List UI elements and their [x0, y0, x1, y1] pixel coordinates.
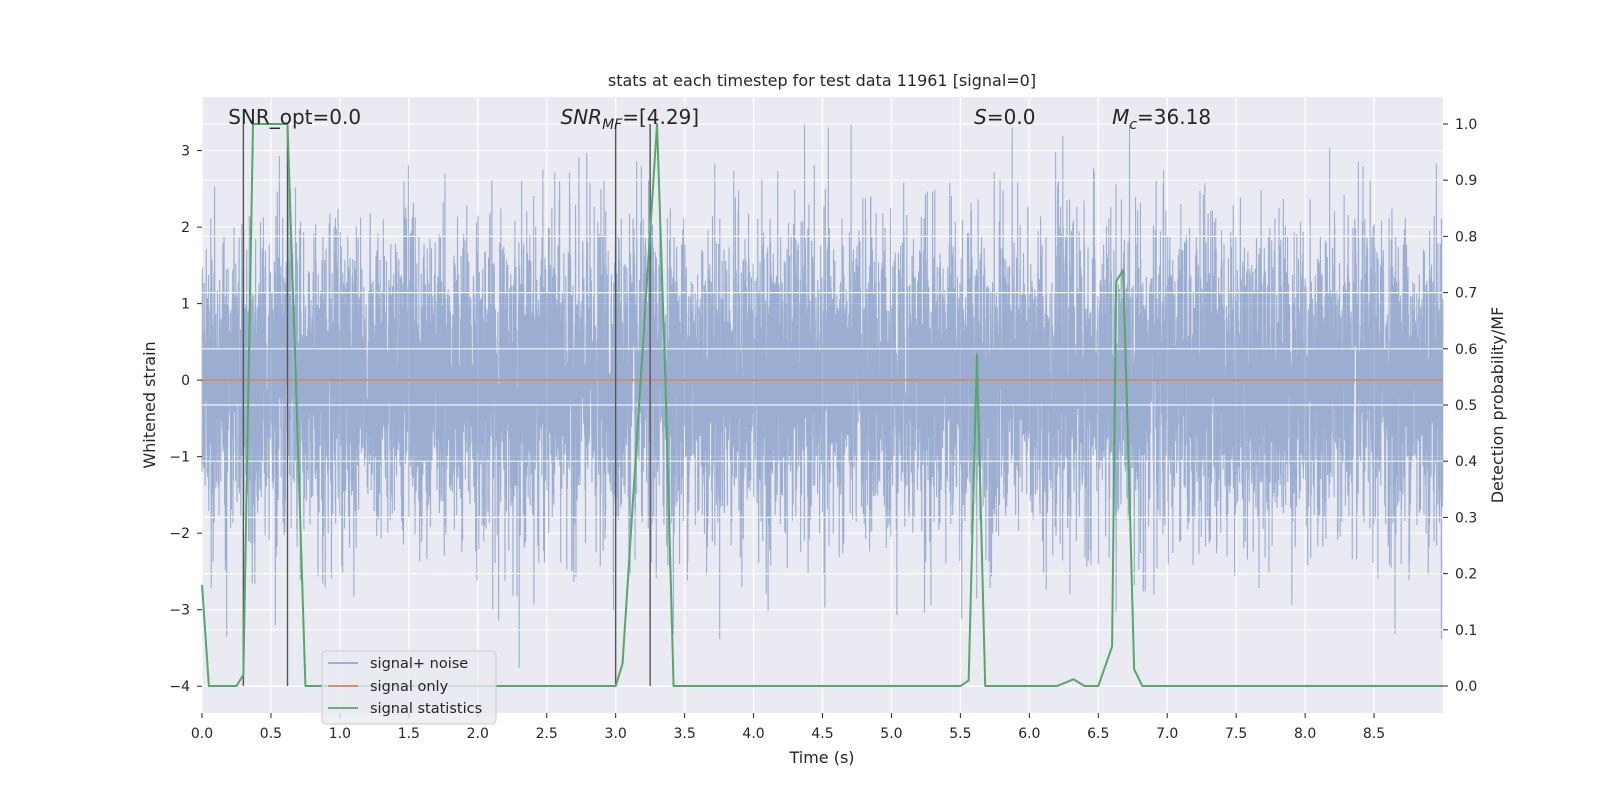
annotation-snr-mf-sub: MF [602, 117, 623, 133]
x-tick-label-0: 0.0 [191, 726, 213, 742]
x-tick-label-8: 4.0 [742, 726, 764, 742]
y-right-tick-label-7: 0.7 [1455, 286, 1477, 302]
y-right-tick-label-3: 0.3 [1455, 510, 1477, 526]
signal-statistics-line [201, 122, 1443, 688]
y-right-tick-label-4: 0.4 [1455, 454, 1477, 470]
y-left-tick-label-1: −3 [169, 603, 190, 619]
annotation-mc: Mc=36.18 [1112, 105, 1211, 133]
annotations: SNR_opt=0.0 SNRMF=[4.29] S=0.0 Mc=36.18 [228, 105, 1211, 133]
y-left-tick-label-2: −2 [169, 526, 190, 542]
x-tick-label-7: 3.5 [673, 726, 695, 742]
signal-noise-line [201, 123, 1444, 668]
x-tick-label-14: 7.0 [1156, 726, 1178, 742]
legend: signal+ noise signal only signal statist… [321, 650, 497, 725]
chart-title: stats at each timestep for test data 119… [608, 71, 1036, 90]
annotation-snr-mf-base: SNR [561, 105, 603, 129]
x-axis-ticks: 0.0 0.5 1.0 1.5 2.0 2.5 3.0 3.5 4.0 4.5 5.0 5.5 6.0 6… [191, 713, 1385, 742]
x-tick-label-4: 2.0 [467, 726, 489, 742]
y-left-tick-label-6: 2 [181, 220, 190, 236]
y-left-tick-label-3: −1 [169, 450, 190, 466]
x-tick-label-1: 0.5 [260, 726, 282, 742]
x-tick-label-3: 1.5 [398, 726, 420, 742]
y-right-tick-label-5: 0.5 [1455, 398, 1477, 414]
x-tick-label-12: 6.0 [1018, 726, 1040, 742]
x-axis-label: Time (s) [788, 748, 854, 767]
y-left-tick-label-5: 1 [181, 297, 190, 313]
annotation-s-value: =0.0 [987, 105, 1036, 129]
annotation-s-base: S [974, 105, 987, 129]
legend-box [321, 650, 497, 725]
y-right-tick-label-9: 0.9 [1455, 173, 1477, 189]
annotation-mc-value: =36.18 [1137, 105, 1211, 129]
y-right-axis-ticks: 0.0 0.1 0.2 0.3 0.4 0.5 0.6 0.7 0.8 0.9 1.0 [1443, 117, 1477, 695]
x-tick-label-16: 8.0 [1294, 726, 1316, 742]
x-tick-label-13: 6.5 [1087, 726, 1109, 742]
x-tick-label-6: 3.0 [605, 726, 627, 742]
annotation-s: S=0.0 [974, 105, 1035, 129]
x-tick-label-10: 5.0 [880, 726, 902, 742]
y-right-axis-label: Detection probability/MF [1488, 307, 1507, 504]
x-tick-label-15: 7.5 [1225, 726, 1247, 742]
annotation-snr-mf-value: =[4.29] [622, 105, 699, 129]
x-tick-label-2: 1.0 [329, 726, 351, 742]
x-tick-label-5: 2.5 [536, 726, 558, 742]
y-left-tick-label-7: 3 [181, 144, 190, 160]
annotation-mc-base: M [1112, 105, 1129, 129]
legend-entry-signal-only: signal only [370, 679, 449, 695]
legend-entry-signal-statistics: signal statistics [370, 701, 482, 717]
x-tick-label-9: 4.5 [811, 726, 833, 742]
legend-entry-signal-noise: signal+ noise [370, 656, 468, 672]
y-right-tick-label-0: 0.0 [1455, 679, 1477, 695]
annotation-mc-sub: c [1129, 117, 1137, 133]
y-left-tick-label-0: −4 [169, 679, 190, 695]
x-tick-label-17: 8.5 [1363, 726, 1385, 742]
y-right-tick-label-8: 0.8 [1455, 229, 1477, 245]
y-right-tick-label-2: 0.2 [1455, 567, 1477, 583]
y-right-tick-label-6: 0.6 [1455, 342, 1477, 358]
y-left-tick-label-4: 0 [181, 373, 190, 389]
y-right-tick-label-10: 1.0 [1455, 117, 1477, 133]
annotation-snr-opt: SNR_opt=0.0 [228, 105, 361, 129]
y-left-axis-ticks: −4 −3 −2 −1 0 1 2 3 [169, 144, 202, 695]
signal-noise-series [201, 123, 1444, 668]
y-left-axis-label: Whitened strain [140, 341, 159, 468]
annotation-snr-mf: SNRMF=[4.29] [561, 105, 700, 133]
x-tick-label-11: 5.5 [949, 726, 971, 742]
y-right-tick-label-1: 0.1 [1455, 623, 1477, 639]
